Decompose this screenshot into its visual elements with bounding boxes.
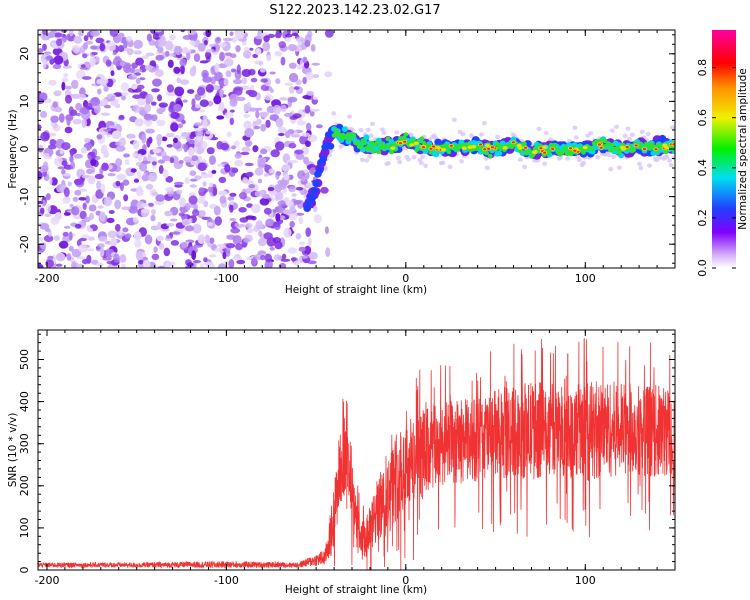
snr-y-tick-label: 300	[18, 433, 31, 454]
spectrogram-y-tick-label: 10	[18, 94, 31, 108]
snr-x-tick-label: 100	[575, 574, 596, 587]
snr-line	[38, 337, 675, 570]
spectrogram-x-tick-label: -200	[35, 272, 60, 285]
colorbar-tick-label: 0.4	[696, 159, 709, 177]
colorbar-tick-label: 0.2	[696, 209, 709, 227]
snr-y-tick-label: 500	[18, 349, 31, 370]
spectrogram-x-tick-label: 100	[575, 272, 596, 285]
colorbar-tick-label: 0.0	[696, 259, 709, 277]
figure-title: S122.2023.142.23.02.G17	[269, 3, 440, 18]
snr-x-tick-label: 0	[402, 574, 409, 587]
spectrogram-y-tick-label: 0	[18, 146, 31, 153]
colorbar-scale	[712, 30, 736, 268]
spectrogram-x-axis-label: Height of straight line (km)	[285, 284, 427, 296]
spectrogram-image	[38, 30, 675, 268]
snr-y-tick-label: 0	[18, 567, 31, 574]
snr-y-axis-label: SNR (10 * v/v)	[7, 413, 19, 488]
snr-x-tick-label: -200	[35, 574, 60, 587]
snr-panel: -200 -100 0 100 0 100 200 300 400 500 Height of s…	[7, 329, 676, 596]
snr-x-axis-label: Height of straight line (km)	[285, 584, 427, 596]
colorbar-tick-label: 0.6	[696, 109, 709, 127]
colorbar: 0.0 0.2 0.4 0.6 0.8 Normalized spectral ampl…	[696, 30, 749, 277]
spectrogram-y-tick-label: -10	[18, 188, 31, 206]
spectrogram-x-tick-label: -100	[214, 272, 239, 285]
colorbar-label: Normalized spectral amplitude	[737, 68, 749, 229]
spectrogram-y-axis-label: Frequency (Hz)	[7, 109, 19, 188]
snr-frame	[37, 329, 676, 571]
snr-y-tick-label: 400	[18, 391, 31, 412]
snr-y-tick-label: 100	[18, 517, 31, 538]
snr-series	[38, 337, 675, 570]
spectrogram-y-tick-label: 20	[18, 47, 31, 61]
colorbar-tick-label: 0.8	[696, 59, 709, 77]
spectrogram-y-tick-label: -20	[18, 235, 31, 253]
spectrogram-x-tick-label: 0	[402, 272, 409, 285]
colorbar-axis: 0.0 0.2 0.4 0.6 0.8	[696, 59, 736, 277]
snr-y-tick-label: 200	[18, 475, 31, 496]
snr-x-tick-label: -100	[214, 574, 239, 587]
snr-axes: -200 -100 0 100 0 100 200 300 400 500	[18, 330, 676, 587]
